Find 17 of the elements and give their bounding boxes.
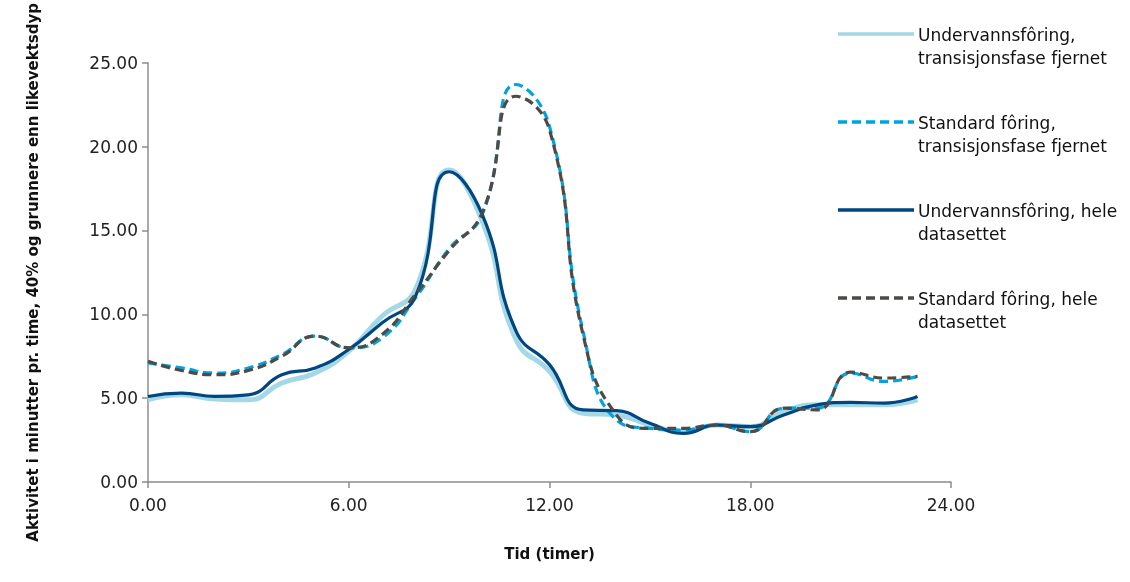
legend-label: Undervannsfôring, transisjonsfase fjernet — [918, 24, 1108, 70]
y-tick-label: 5.00 — [100, 388, 138, 409]
y-tick-label: 15.00 — [89, 220, 138, 241]
x-axis-title: Tid (timer) — [504, 545, 595, 563]
x-tick-label: 12.00 — [525, 494, 574, 515]
y-tick-label: 25.00 — [89, 52, 138, 73]
legend-label: Undervannsfôring, hele datasettet — [918, 200, 1119, 246]
x-tick-label: 0.00 — [129, 494, 167, 515]
legend-label: Standard fôring, hele datasettet — [918, 288, 1099, 334]
y-tick-label: 20.00 — [89, 136, 138, 157]
y-axis-title: Aktivitet i minutter pr. time, 40% og grunnere enn likevektsdyp — [24, 2, 42, 542]
legend-label: Standard fôring, transisjonsfase fjernet — [918, 112, 1108, 158]
x-tick-label: 24.00 — [926, 494, 976, 515]
x-tick-label: 6.00 — [329, 494, 368, 515]
x-tick-label: 18.00 — [725, 494, 775, 515]
y-tick-label: 0.00 — [100, 472, 138, 492]
y-tick-label: 10.00 — [89, 304, 138, 325]
